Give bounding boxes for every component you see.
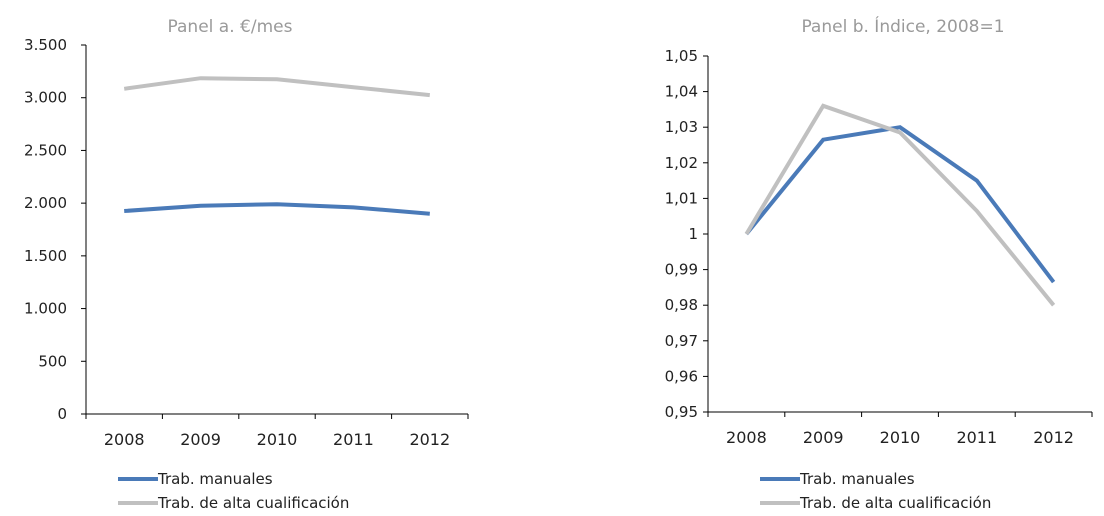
y-tick-label: 1 xyxy=(688,225,698,243)
legend-label: Trab. manuales xyxy=(157,470,273,488)
series-line-alta-cualificacion xyxy=(744,103,1056,307)
y-tick-label: 3.000 xyxy=(24,89,67,107)
series-line-manuales xyxy=(744,125,1056,284)
panel-b-title: Panel b. Índice, 2008=1 xyxy=(801,15,1004,37)
x-tick-label: 2011 xyxy=(333,430,374,449)
x-tick-label: 2011 xyxy=(956,428,997,447)
series-line-manuales xyxy=(124,202,430,216)
x-tick-label: 2008 xyxy=(726,428,767,447)
y-tick-label: 1,03 xyxy=(665,118,698,136)
x-tick-label: 2008 xyxy=(104,430,145,449)
y-tick-label: 1,01 xyxy=(665,189,698,207)
y-tick-label: 3.500 xyxy=(24,36,67,54)
y-tick-label: 1.500 xyxy=(24,247,67,265)
y-tick-label: 2.500 xyxy=(24,141,67,159)
y-tick-label: 0,96 xyxy=(665,367,698,385)
legend-label: Trab. de alta cualificación xyxy=(799,494,991,512)
x-tick-label: 2010 xyxy=(880,428,921,447)
y-tick-label: 1.000 xyxy=(24,300,67,318)
series-line-alta-cualificacion xyxy=(123,76,431,98)
y-tick-label: 0,97 xyxy=(665,332,698,350)
y-tick-label: 0,98 xyxy=(665,296,698,314)
y-tick-label: 1,02 xyxy=(665,154,698,172)
x-tick-label: 2012 xyxy=(1033,428,1074,447)
y-tick-label: 2.000 xyxy=(24,194,67,212)
y-tick-label: 500 xyxy=(38,352,67,370)
legend-label: Trab. de alta cualificación xyxy=(157,494,349,512)
x-tick-label: 2009 xyxy=(803,428,844,447)
y-tick-label: 1,05 xyxy=(665,47,698,65)
panel-a-title: Panel a. €/mes xyxy=(168,17,293,37)
x-tick-label: 2012 xyxy=(409,430,450,449)
y-tick-label: 0,99 xyxy=(665,261,698,279)
y-tick-label: 0 xyxy=(57,405,67,423)
x-tick-label: 2009 xyxy=(180,430,221,449)
y-tick-label: 1,04 xyxy=(665,83,698,101)
legend-label: Trab. manuales xyxy=(799,470,915,488)
x-tick-label: 2010 xyxy=(257,430,298,449)
y-tick-label: 0,95 xyxy=(665,403,698,421)
